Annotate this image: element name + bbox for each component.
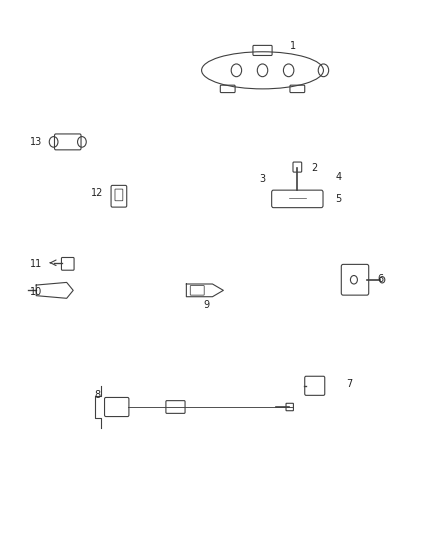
Text: 6: 6 (377, 274, 383, 284)
Text: 10: 10 (30, 287, 42, 297)
Text: 7: 7 (346, 379, 353, 389)
Text: 12: 12 (91, 188, 103, 198)
Text: 8: 8 (94, 390, 100, 400)
Text: 1: 1 (290, 42, 296, 52)
Text: 13: 13 (30, 137, 42, 147)
Polygon shape (186, 284, 223, 297)
Text: 9: 9 (203, 300, 209, 310)
Text: 11: 11 (30, 259, 42, 269)
Text: 3: 3 (259, 174, 265, 184)
Text: 2: 2 (311, 164, 318, 173)
Text: 4: 4 (336, 172, 342, 182)
Text: 5: 5 (336, 193, 342, 204)
Polygon shape (36, 282, 73, 298)
